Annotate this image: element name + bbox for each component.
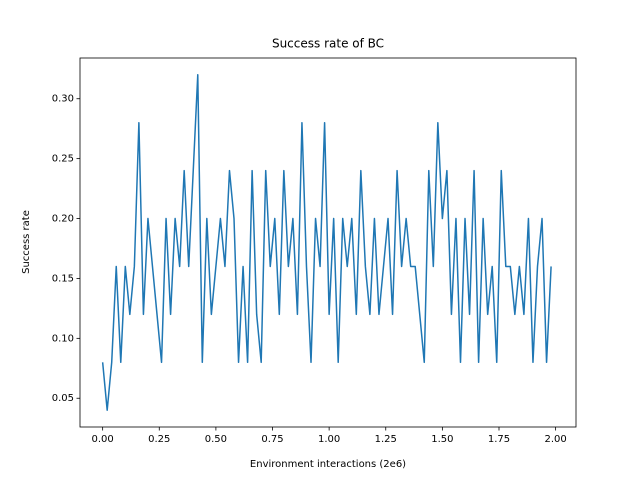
x-tick-label: 0.00 [92,434,114,445]
y-tick-label: 0.10 [52,333,74,344]
x-tick-label: 0.75 [261,434,283,445]
x-tick-label: 1.25 [375,434,397,445]
x-tick-label: 2.00 [544,434,566,445]
data-line [101,74,552,411]
x-tick-label: 1.00 [318,434,340,445]
chart-title: Success rate of BC [272,37,384,51]
x-tick-label: 0.50 [205,434,227,445]
y-tick-label: 0.05 [52,393,74,404]
y-tick-label: 0.15 [52,273,74,284]
y-axis-label: Success rate [21,210,32,274]
x-tick-label: 1.50 [431,434,453,445]
y-tick-label: 0.20 [52,214,74,225]
axes-frame [79,57,577,428]
x-tick-label: 1.75 [488,434,510,445]
x-tick-label: 0.25 [148,434,170,445]
x-axis-label: Environment interactions (2e6) [250,459,406,470]
y-tick-label: 0.25 [52,154,74,165]
y-tick-label: 0.30 [52,94,74,105]
